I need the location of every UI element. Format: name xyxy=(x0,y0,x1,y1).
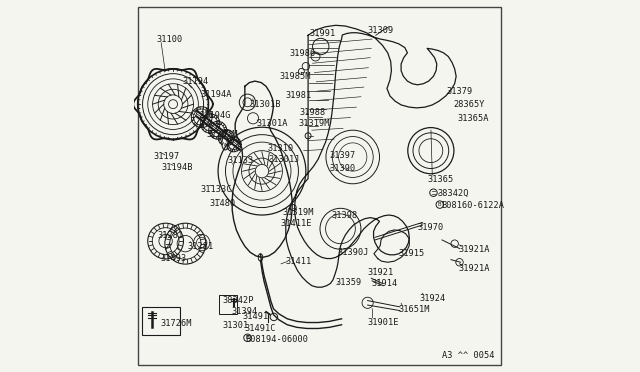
Text: 31319M: 31319M xyxy=(298,119,330,128)
Text: 31281: 31281 xyxy=(157,231,183,240)
Circle shape xyxy=(305,133,311,139)
Text: 31281: 31281 xyxy=(188,242,214,251)
Text: 31986: 31986 xyxy=(289,49,316,58)
Text: 31133: 31133 xyxy=(228,156,254,165)
Text: 31309: 31309 xyxy=(367,26,394,35)
Text: B08194-06000: B08194-06000 xyxy=(245,335,308,344)
Text: 31194: 31194 xyxy=(182,77,209,86)
Text: 31310: 31310 xyxy=(267,144,293,153)
Text: B: B xyxy=(246,335,249,340)
Text: 31901E: 31901E xyxy=(367,318,399,327)
Text: 31301B: 31301B xyxy=(250,100,281,109)
Text: 31914: 31914 xyxy=(371,279,397,288)
Text: 31398: 31398 xyxy=(332,211,358,220)
Text: 31924: 31924 xyxy=(420,294,446,303)
Text: 31133C: 31133C xyxy=(200,185,232,194)
Text: 31365A: 31365A xyxy=(458,114,489,123)
Text: 31981: 31981 xyxy=(286,92,312,100)
Text: 31194B: 31194B xyxy=(162,163,193,172)
Text: 31411: 31411 xyxy=(286,257,312,266)
Text: 31301A: 31301A xyxy=(256,119,287,128)
Text: 31651M: 31651M xyxy=(399,305,430,314)
Bar xyxy=(142,307,180,335)
Text: 28365Y: 28365Y xyxy=(453,100,484,109)
Text: 31921: 31921 xyxy=(367,268,394,277)
Text: 31394: 31394 xyxy=(232,307,258,316)
Text: 31491C: 31491C xyxy=(245,324,276,333)
Text: 31491: 31491 xyxy=(243,312,269,321)
Text: 38342P: 38342P xyxy=(223,296,254,305)
Text: 31100: 31100 xyxy=(156,35,182,44)
Text: 31411E: 31411E xyxy=(281,219,312,228)
Text: 31301: 31301 xyxy=(223,321,249,330)
Text: 31397: 31397 xyxy=(330,151,356,160)
Text: 31921A: 31921A xyxy=(458,264,490,273)
Circle shape xyxy=(270,313,278,321)
Text: 31985M: 31985M xyxy=(279,72,310,81)
Text: 31991: 31991 xyxy=(310,29,336,38)
Ellipse shape xyxy=(222,137,228,150)
Text: 31301J: 31301J xyxy=(269,155,300,164)
Text: 31194G: 31194G xyxy=(199,111,230,120)
FancyBboxPatch shape xyxy=(138,7,500,365)
Text: 31390: 31390 xyxy=(330,164,356,173)
Text: 31493: 31493 xyxy=(161,254,187,263)
Text: 31379: 31379 xyxy=(447,87,473,96)
Text: A3 ^^ 0054: A3 ^^ 0054 xyxy=(442,351,495,360)
Text: 31921A: 31921A xyxy=(458,246,490,254)
Text: 31197: 31197 xyxy=(154,152,180,161)
Text: 31988: 31988 xyxy=(300,108,326,117)
Text: 31359: 31359 xyxy=(335,278,362,287)
Text: 31480: 31480 xyxy=(209,199,236,208)
Text: 31319M: 31319M xyxy=(282,208,314,217)
Ellipse shape xyxy=(259,254,262,261)
Circle shape xyxy=(291,205,296,211)
Text: 31970: 31970 xyxy=(417,223,444,232)
Text: B08160-6122A: B08160-6122A xyxy=(441,201,504,210)
Text: 31194A: 31194A xyxy=(200,90,232,99)
Text: 31390J: 31390J xyxy=(338,248,369,257)
Text: 31726M: 31726M xyxy=(161,319,192,328)
Text: 31365: 31365 xyxy=(428,175,454,184)
Text: 38342Q: 38342Q xyxy=(437,189,468,198)
Text: 32202M: 32202M xyxy=(207,130,238,139)
Bar xyxy=(219,295,237,314)
Circle shape xyxy=(429,189,437,196)
Text: 31915: 31915 xyxy=(399,249,425,258)
Text: B: B xyxy=(438,202,442,207)
